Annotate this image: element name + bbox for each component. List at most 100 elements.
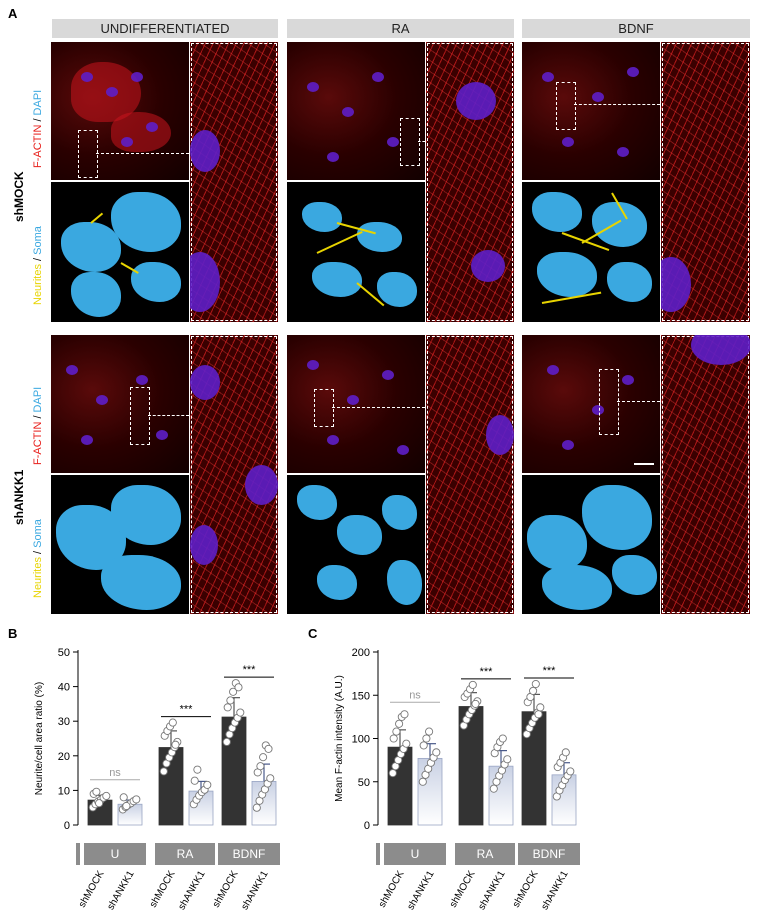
data-point — [159, 767, 168, 776]
data-point — [171, 740, 180, 749]
significance-label: *** — [180, 704, 194, 716]
data-point — [256, 762, 265, 771]
x-category-label: shMOCK — [511, 869, 541, 910]
data-point — [252, 803, 261, 812]
data-point — [489, 784, 498, 793]
row-label-shmock: shMOCK — [12, 171, 26, 222]
stain-label-segmentation-shankk1: Neurites / Soma — [32, 519, 44, 598]
data-point — [503, 755, 512, 764]
y-axis-label: Neurite/cell area ratio (%) — [34, 682, 45, 795]
data-point — [168, 718, 177, 727]
micrograph-shankk1-undiff-zoom — [190, 335, 278, 614]
data-point — [425, 727, 434, 736]
significance-label: *** — [243, 664, 257, 676]
x-category-label: shANKK1 — [539, 869, 570, 912]
data-point — [419, 741, 428, 750]
y-tick-label: 100 — [352, 734, 370, 746]
group-label: U — [411, 847, 420, 861]
panel-label-b: B — [8, 626, 18, 641]
panel-label-a: A — [8, 6, 18, 21]
scale-bar — [634, 463, 654, 465]
stain-label-fluorescence-shankk1: F-ACTIN / DAPI — [32, 386, 44, 465]
data-point — [389, 734, 398, 743]
data-point — [234, 683, 243, 692]
data-point — [432, 748, 441, 757]
group-box-ra — [455, 843, 515, 865]
x-category-label: shMOCK — [77, 869, 107, 910]
group-box-u — [84, 843, 146, 865]
data-point — [536, 703, 545, 712]
x-category-label: shMOCK — [448, 869, 478, 910]
data-point — [561, 748, 570, 757]
stain-label-fluorescence-shmock: F-ACTIN / DAPI — [32, 89, 44, 168]
data-point — [95, 799, 104, 808]
micrograph-shmock-ra-factin — [287, 42, 425, 180]
micrograph-shmock-ra-zoom — [426, 42, 514, 322]
group-label: RA — [177, 847, 194, 861]
data-point — [229, 687, 238, 696]
significance-label: ns — [409, 689, 421, 701]
data-point — [400, 710, 409, 719]
micrograph-shankk1-ra-factin — [287, 335, 425, 473]
group-label: RA — [477, 847, 494, 861]
chart-neurite-area-ratio: 0 10 20 30 40 50 Neurite/cell area ratio (%) ns… — [34, 647, 280, 912]
y-tick-label: 20 — [58, 751, 70, 763]
micrograph-shmock-undiff-factin — [51, 42, 189, 180]
y-tick-label: 40 — [58, 682, 70, 694]
segmentation-shankk1-bdnf — [522, 475, 660, 614]
micrograph-shankk1-undiff-factin — [51, 335, 189, 473]
group-box-edge — [76, 843, 80, 865]
row-label-shankk1: shANKK1 — [12, 469, 26, 525]
x-category-label: shANKK1 — [405, 869, 436, 912]
x-category-label: shMOCK — [211, 869, 241, 910]
segmentation-shmock-undiff — [51, 182, 189, 322]
data-point — [566, 767, 575, 776]
data-point — [132, 795, 141, 804]
group-label: BDNF — [533, 847, 566, 861]
x-category-label: shANKK1 — [239, 869, 270, 912]
data-point — [222, 737, 231, 747]
data-point — [388, 769, 397, 778]
micrograph-shankk1-ra-zoom — [426, 335, 514, 614]
group-label: U — [111, 847, 120, 861]
y-tick-label: 150 — [352, 690, 370, 702]
x-category-label: shMOCK — [148, 869, 178, 910]
group-box-ra — [155, 843, 215, 865]
y-tick-label: 10 — [58, 785, 70, 797]
data-point — [119, 793, 128, 802]
data-point — [531, 679, 540, 689]
group-box-edge — [376, 843, 380, 865]
data-point — [402, 739, 411, 748]
condition-header-ra: RA — [287, 19, 514, 38]
micrograph-shankk1-bdnf-zoom — [661, 335, 750, 614]
significance-label: *** — [480, 666, 494, 678]
y-tick-label: 0 — [364, 820, 370, 832]
data-point — [122, 801, 131, 811]
micrograph-shankk1-bdnf-factin — [522, 335, 660, 473]
data-point — [223, 703, 232, 712]
x-category-label: shANKK1 — [176, 869, 207, 912]
data-point — [203, 780, 212, 789]
group-box-u — [384, 843, 446, 865]
micrograph-shmock-bdnf-zoom — [661, 42, 750, 322]
y-tick-label: 200 — [352, 647, 370, 659]
data-point — [193, 765, 202, 774]
data-point — [422, 734, 431, 743]
x-category-label: shANKK1 — [476, 869, 507, 912]
data-point — [392, 727, 401, 736]
data-point — [264, 744, 273, 753]
data-point — [102, 791, 111, 800]
y-tick-label: 50 — [58, 647, 70, 659]
condition-header-bdnf: BDNF — [522, 19, 750, 38]
micrograph-shmock-bdnf-factin — [522, 42, 660, 180]
segmentation-shankk1-undiff — [51, 475, 189, 614]
significance-label: *** — [543, 665, 557, 677]
micrograph-shmock-undiff-zoom — [190, 42, 278, 322]
y-tick-label: 50 — [358, 777, 370, 789]
data-point — [498, 734, 507, 743]
y-tick-label: 30 — [58, 716, 70, 728]
y-tick-label: 0 — [64, 820, 70, 832]
group-box-bdnf — [518, 843, 580, 865]
segmentation-shmock-ra — [287, 182, 425, 322]
data-point — [418, 777, 427, 786]
